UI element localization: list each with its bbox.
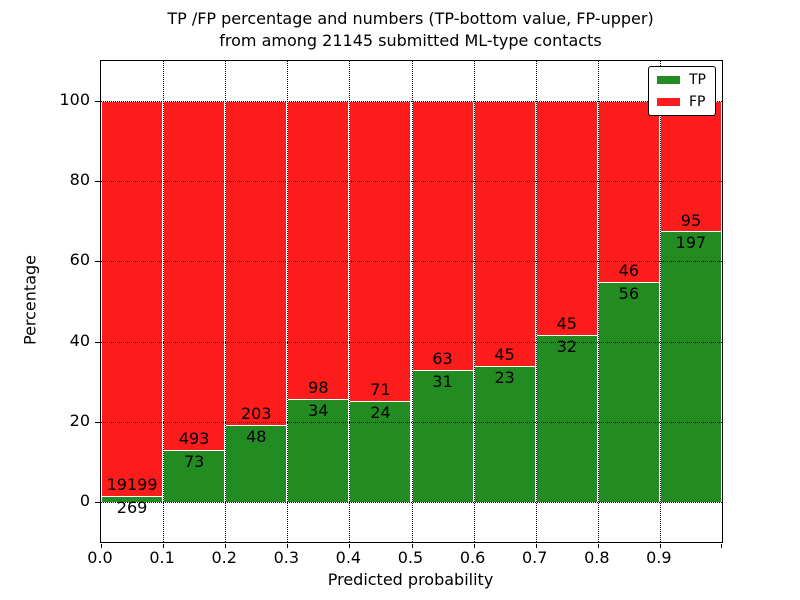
fp-count-label: 45 xyxy=(556,314,577,334)
v-gridline xyxy=(163,61,165,542)
chart-title-line2: from among 21145 submitted ML-type conta… xyxy=(219,31,602,50)
fp-bar xyxy=(287,101,350,399)
tp-bar xyxy=(473,366,536,502)
y-tick-label: 0 xyxy=(79,490,90,510)
y-tick-label: 20 xyxy=(69,410,90,430)
legend-row-fp: FP xyxy=(657,95,706,109)
y-tick-mark xyxy=(94,261,100,263)
legend-label-fp: FP xyxy=(689,94,706,110)
x-tick-label: 0.3 xyxy=(273,548,300,567)
x-tick-mark xyxy=(225,543,227,548)
tp-count-label: 48 xyxy=(246,427,267,447)
x-tick-mark xyxy=(597,543,599,548)
y-tick-mark xyxy=(94,341,100,343)
v-gridline xyxy=(225,61,227,542)
tp-swatch-icon xyxy=(657,76,680,84)
tp-count-label: 31 xyxy=(432,371,453,391)
fp-count-label: 45 xyxy=(494,345,515,365)
x-tick-mark xyxy=(163,543,165,548)
fp-count-label: 46 xyxy=(618,260,640,280)
fp-count-label: 95 xyxy=(680,210,702,230)
legend-label-tp: TP xyxy=(689,72,706,88)
x-tick-mark xyxy=(411,543,413,548)
tp-bar xyxy=(163,450,226,502)
fp-count-label: 63 xyxy=(432,348,453,368)
fp-count-label: 203 xyxy=(240,404,272,424)
x-tick-label: 0.4 xyxy=(335,548,362,567)
y-tick-label: 40 xyxy=(69,330,90,350)
fp-bar xyxy=(535,101,598,336)
x-tick-label: 0.1 xyxy=(149,548,175,567)
fp-count-label: 98 xyxy=(308,377,329,397)
fp-count-label: 493 xyxy=(178,429,210,449)
x-tick-label: 0.9 xyxy=(646,548,672,567)
x-tick-mark xyxy=(535,543,537,548)
tp-count-label: 56 xyxy=(618,283,640,303)
tp-count-label: 32 xyxy=(556,337,577,357)
tp-bar xyxy=(287,398,350,502)
v-gridline xyxy=(411,61,413,542)
x-tick-mark xyxy=(349,543,351,548)
tp-bar xyxy=(411,369,474,502)
fp-bar xyxy=(411,101,474,370)
tp-bar xyxy=(225,425,288,502)
tp-count-label: 23 xyxy=(494,368,515,388)
v-gridline xyxy=(287,61,289,542)
fp-bar xyxy=(225,101,288,426)
x-tick-mark xyxy=(101,543,102,548)
fp-bar xyxy=(597,101,660,282)
x-axis-label: Predicted probability xyxy=(327,570,494,589)
v-gridline xyxy=(473,61,475,542)
x-tick-label: 0.7 xyxy=(521,548,548,567)
tp-count-label: 73 xyxy=(183,452,205,472)
y-tick-label: 100 xyxy=(59,90,90,110)
fp-bar xyxy=(349,101,412,401)
legend-row-tp: TP xyxy=(657,73,706,87)
tp-bar xyxy=(659,231,722,502)
fp-swatch-icon xyxy=(657,98,680,106)
x-tick-mark xyxy=(721,543,722,548)
y-tick-mark xyxy=(94,501,100,503)
y-tick-label: 80 xyxy=(69,170,90,190)
chart-title: TP /FP percentage and numbers (TP-bottom… xyxy=(100,8,721,52)
tp-count-label: 24 xyxy=(370,402,391,422)
y-tick-label: 60 xyxy=(69,250,90,270)
tp-count-label: 34 xyxy=(308,400,329,420)
v-gridline xyxy=(535,61,537,542)
x-tick-label: 0.5 xyxy=(397,548,424,567)
tp-count-label: 197 xyxy=(675,233,707,253)
v-gridline xyxy=(349,61,351,542)
y-tick-mark xyxy=(94,101,100,103)
v-gridline xyxy=(659,61,661,542)
x-tick-label: 0.0 xyxy=(87,548,113,567)
fp-bar xyxy=(101,101,164,497)
x-tick-mark xyxy=(287,543,289,548)
tp-bar xyxy=(597,281,660,502)
legend: TP FP xyxy=(648,66,716,116)
x-tick-label: 0.8 xyxy=(584,548,610,567)
fp-bar xyxy=(163,101,226,451)
x-tick-mark xyxy=(659,543,661,548)
tp-bar xyxy=(349,400,412,502)
y-tick-mark xyxy=(94,421,100,423)
fp-count-label: 71 xyxy=(370,379,391,399)
tp-bar xyxy=(535,335,598,502)
fp-bar xyxy=(473,101,536,367)
y-tick-mark xyxy=(94,181,100,183)
x-tick-label: 0.2 xyxy=(211,548,237,567)
plot-area: 19199 269 493 73 203 48 98 34 71 24 63 31 45 23 45 32 46… xyxy=(94,60,723,548)
fp-count-label: 19199 xyxy=(106,475,158,495)
tp-count-label: 269 xyxy=(116,498,148,518)
chart-title-line1: TP /FP percentage and numbers (TP-bottom… xyxy=(167,9,654,28)
tp-bar xyxy=(101,496,164,502)
x-tick-label: 0.6 xyxy=(459,548,486,567)
v-gridline xyxy=(597,61,599,542)
x-tick-mark xyxy=(473,543,475,548)
